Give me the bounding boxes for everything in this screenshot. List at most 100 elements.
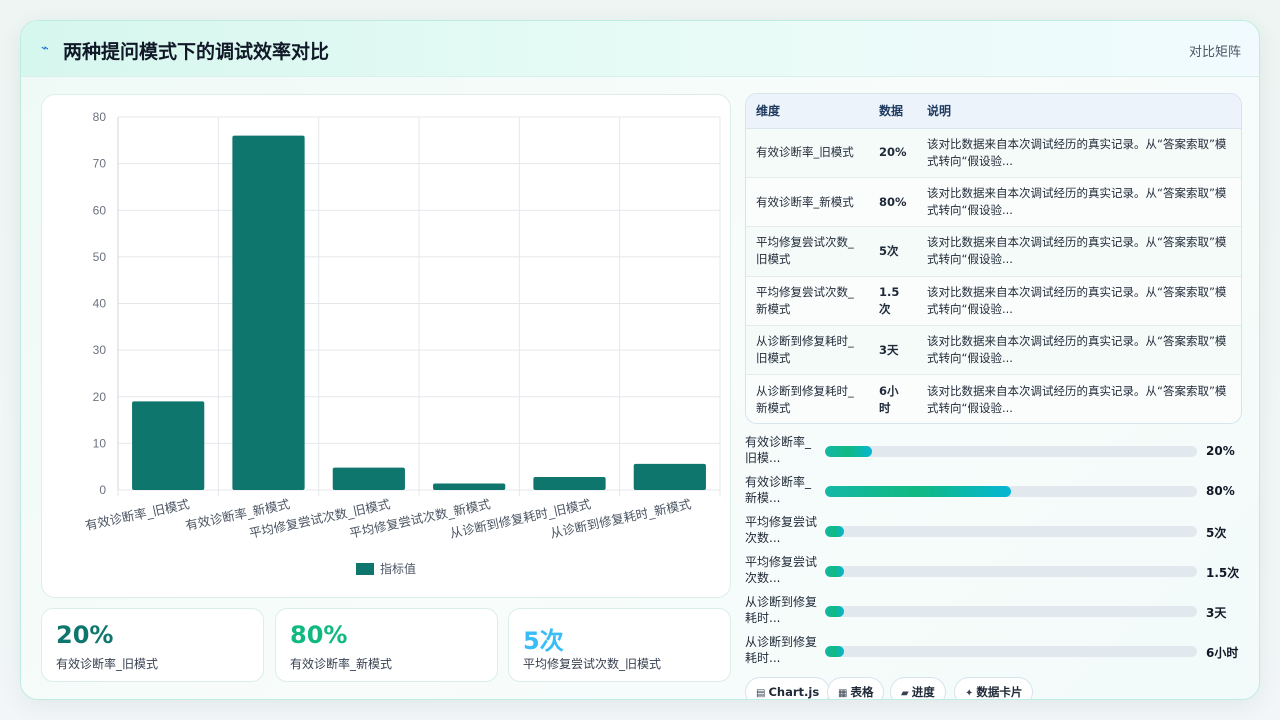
column-header: 维度 [746, 94, 869, 129]
pill-chartjs[interactable]: ▤ Chart.js [745, 677, 831, 699]
bar-chart: 01020304050607080有效诊断率_旧模式有效诊断率_新模式平均修复尝… [84, 110, 721, 576]
pill-label: 进度 [911, 685, 935, 699]
progress-track [825, 486, 1197, 497]
progress-value: 3天 [1206, 606, 1227, 620]
cell-data: 3天 [869, 325, 917, 376]
y-tick-label: 10 [93, 436, 107, 450]
bar-chart-icon: ▤ [756, 688, 766, 699]
cell-data: 5次 [869, 226, 917, 277]
table-row: 平均修复尝试次数_旧模式 5次 该对比数据来自本次调试经历的真实记录。从“答案索… [746, 226, 1241, 277]
stat-value: 80% [290, 621, 348, 649]
page-title: 两种提问模式下的调试效率对比 [63, 41, 330, 63]
cell-description: 该对比数据来自本次调试经历的真实记录。从“答案索取”模式转向“假设验... [917, 374, 1241, 423]
table-row: 从诊断到修复耗时_新模式 6小时 该对比数据来自本次调试经历的真实记录。从“答案… [746, 374, 1241, 423]
card-header: ⌁ 两种提问模式下的调试效率对比 对比矩阵 [21, 21, 1259, 77]
progress-fill [825, 566, 844, 577]
cell-dimension: 有效诊断率_新模式 [746, 177, 869, 228]
stat-value: 20% [56, 621, 114, 649]
table-row: 有效诊断率_新模式 80% 该对比数据来自本次调试经历的真实记录。从“答案索取”… [746, 177, 1241, 228]
bar [132, 401, 205, 490]
progress-row: 平均修复尝试次数... 5次 [745, 514, 1245, 550]
pill-label: 表格 [850, 685, 874, 699]
cell-dimension: 从诊断到修复耗时_旧模式 [746, 325, 869, 376]
table-row: 有效诊断率_旧模式 20% 该对比数据来自本次调试经历的真实记录。从“答案索取”… [746, 128, 1241, 178]
column-header: 说明 [917, 94, 1241, 129]
progress-row: 从诊断到修复耗时... 6小时 [745, 634, 1245, 670]
table-icon: ▦ [838, 688, 848, 699]
cell-description: 该对比数据来自本次调试经历的真实记录。从“答案索取”模式转向“假设验... [917, 226, 1241, 277]
progress-fill [825, 486, 1011, 497]
progress-label: 平均修复尝试次数... [745, 515, 818, 545]
y-tick-label: 60 [93, 203, 107, 217]
x-tick-label: 有效诊断率_旧模式 [84, 496, 192, 533]
cell-description: 该对比数据来自本次调试经历的真实记录。从“答案索取”模式转向“假设验... [917, 276, 1241, 327]
pill-label: 数据卡片 [976, 685, 1023, 699]
y-tick-label: 40 [93, 297, 107, 311]
stat-card: 20% 有效诊断率_旧模式 [41, 608, 264, 682]
table-header-row: 维度 数据 说明 [746, 94, 1241, 129]
progress-value: 6小时 [1206, 646, 1239, 660]
progress-label: 平均修复尝试次数... [745, 555, 818, 585]
pill-label: Chart.js [768, 685, 820, 699]
pill-data-card[interactable]: ✦ 数据卡片 [954, 677, 1034, 699]
progress-fill [825, 606, 844, 617]
bar [533, 476, 606, 490]
cell-dimension: 有效诊断率_旧模式 [746, 128, 869, 178]
cell-dimension: 从诊断到修复耗时_新模式 [746, 374, 869, 423]
column-header: 数据 [869, 94, 917, 129]
progress-label: 从诊断到修复耗时... [745, 635, 818, 665]
legend-swatch [356, 563, 374, 575]
cell-dimension: 平均修复尝试次数_旧模式 [746, 226, 869, 277]
table-row: 平均修复尝试次数_新模式 1.5次 该对比数据来自本次调试经历的真实记录。从“答… [746, 276, 1241, 327]
progress-track [825, 526, 1197, 537]
progress-value: 1.5次 [1206, 566, 1240, 580]
cell-data: 1.5次 [869, 276, 917, 327]
progress-fill [825, 646, 844, 657]
card-icon: ✦ [965, 688, 974, 699]
progress-value: 80% [1206, 484, 1235, 498]
sparkle-icon: ⌁ [41, 40, 49, 55]
y-tick-label: 30 [93, 343, 107, 357]
progress-track [825, 566, 1197, 577]
y-tick-label: 50 [93, 250, 107, 264]
view-tag[interactable]: 对比矩阵 [1188, 45, 1241, 60]
y-tick-label: 0 [99, 483, 106, 497]
progress-row: 从诊断到修复耗时... 3天 [745, 594, 1245, 630]
stat-label: 平均修复尝试次数_旧模式 [523, 657, 662, 671]
progress-row: 平均修复尝试次数... 1.5次 [745, 554, 1245, 590]
bar [332, 467, 405, 490]
pill-progress[interactable]: ▰ 进度 [890, 677, 946, 699]
y-tick-label: 20 [93, 390, 107, 404]
progress-label: 从诊断到修复耗时... [745, 595, 818, 625]
cell-data: 6小时 [869, 374, 917, 423]
progress-track [825, 446, 1197, 457]
cell-description: 该对比数据来自本次调试经历的真实记录。从“答案索取”模式转向“假设验... [917, 177, 1241, 228]
progress-icon: ▰ [901, 688, 909, 699]
progress-label: 有效诊断率_新模... [745, 475, 812, 505]
dashboard-card: ⌁ 两种提问模式下的调试效率对比 对比矩阵 0 10 20 30 40 50 60 70 80 有… [20, 20, 1260, 700]
cell-dimension: 平均修复尝试次数_新模式 [746, 276, 869, 327]
stat-label: 有效诊断率_新模式 [290, 657, 393, 671]
stat-card: 5次 平均修复尝试次数_旧模式 [508, 608, 731, 682]
progress-track [825, 606, 1197, 617]
progress-track [825, 646, 1197, 657]
y-tick-label: 70 [93, 157, 107, 171]
bar [433, 483, 506, 490]
bar [633, 463, 706, 490]
progress-row: 有效诊断率_新模... 80% [745, 474, 1245, 510]
cell-description: 该对比数据来自本次调试经历的真实记录。从“答案索取”模式转向“假设验... [917, 325, 1241, 376]
stat-card: 80% 有效诊断率_新模式 [275, 608, 498, 682]
y-tick-label: 80 [93, 110, 107, 124]
cell-description: 该对比数据来自本次调试经历的真实记录。从“答案索取”模式转向“假设验... [917, 128, 1241, 178]
pill-table[interactable]: ▦ 表格 [827, 677, 885, 699]
progress-value: 20% [1206, 444, 1235, 458]
bar [232, 135, 305, 490]
cell-data: 20% [869, 128, 917, 178]
progress-fill [825, 526, 844, 537]
comparison-table: 维度 数据 说明 有效诊断率_旧模式 20% 该对比数据来自本次调试经历的真实记… [745, 93, 1242, 424]
progress-label: 有效诊断率_旧模... [745, 435, 812, 465]
bar-chart-panel: 0 10 20 30 40 50 60 70 80 有效诊断率_旧模式 有效诊断率_新模式 平均修复尝… [41, 94, 731, 598]
table-row: 从诊断到修复耗时_旧模式 3天 该对比数据来自本次调试经历的真实记录。从“答案索… [746, 325, 1241, 376]
stat-value: 5次 [523, 627, 564, 655]
cell-data: 80% [869, 177, 917, 228]
